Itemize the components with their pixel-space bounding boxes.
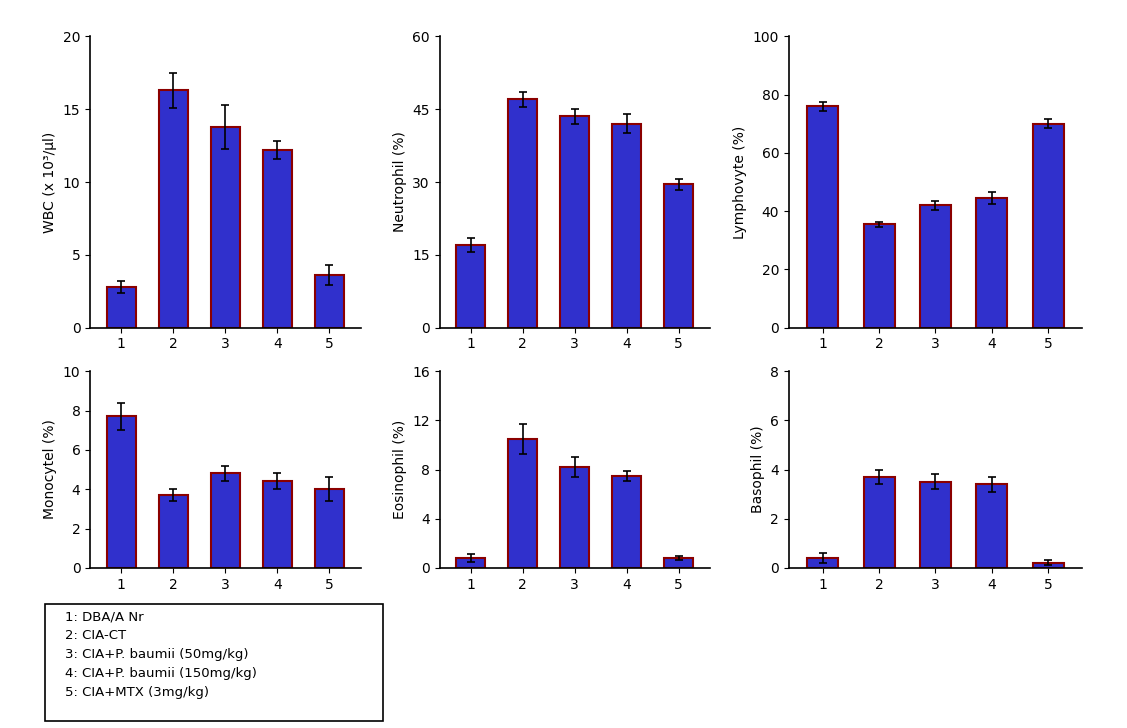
Bar xyxy=(807,558,838,568)
Bar xyxy=(976,198,1008,328)
Bar xyxy=(107,416,135,568)
Bar xyxy=(508,439,538,568)
Bar xyxy=(976,484,1008,568)
Bar xyxy=(612,475,641,568)
Bar xyxy=(612,124,641,328)
Y-axis label: Monocytel (%): Monocytel (%) xyxy=(43,419,57,520)
Bar xyxy=(665,184,693,328)
Bar xyxy=(263,150,292,328)
Bar xyxy=(560,116,589,328)
Y-axis label: Lymphovyte (%): Lymphovyte (%) xyxy=(734,125,747,239)
Bar xyxy=(316,275,344,328)
Bar xyxy=(159,90,188,328)
Bar xyxy=(107,287,135,328)
Bar xyxy=(807,106,838,328)
Bar xyxy=(1032,563,1064,568)
Bar xyxy=(211,127,240,328)
Y-axis label: WBC (x 10³/μl): WBC (x 10³/μl) xyxy=(43,131,57,233)
Text: 1: DBA/A Nr
2: CIA-CT
3: CIA+P. baumii (50mg/kg)
4: CIA+P. baumii (150mg/kg)
5: : 1: DBA/A Nr 2: CIA-CT 3: CIA+P. baumii (… xyxy=(65,610,257,699)
Bar xyxy=(316,489,344,568)
Bar xyxy=(863,224,895,328)
Bar xyxy=(863,477,895,568)
Bar xyxy=(665,558,693,568)
Y-axis label: Neutrophil (%): Neutrophil (%) xyxy=(392,132,407,232)
Bar xyxy=(920,482,951,568)
Bar xyxy=(1032,124,1064,328)
Bar xyxy=(263,481,292,568)
Bar xyxy=(920,205,951,328)
Bar xyxy=(456,245,485,328)
Bar xyxy=(456,558,485,568)
Bar xyxy=(159,495,188,568)
Bar xyxy=(211,473,240,568)
Bar xyxy=(560,467,589,568)
Y-axis label: Eosinophil (%): Eosinophil (%) xyxy=(392,420,407,519)
Y-axis label: Basophil (%): Basophil (%) xyxy=(751,426,765,513)
Bar xyxy=(508,100,538,328)
